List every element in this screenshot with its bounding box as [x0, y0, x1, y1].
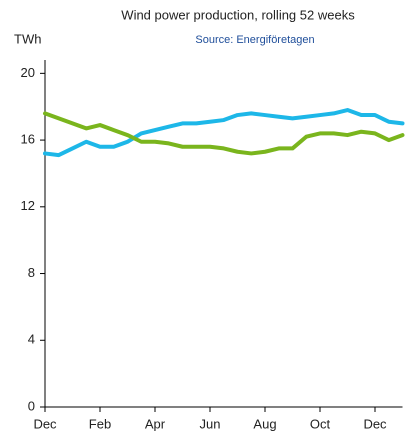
y-tick-label: 16 [21, 132, 35, 147]
data-line [43, 108, 405, 158]
x-tick-label: Dec [33, 416, 57, 431]
x-tick-label: Feb [89, 416, 111, 431]
x-tick-label: Aug [253, 416, 276, 431]
y-tick-label: 20 [21, 65, 35, 80]
x-tick-label: Jun [200, 416, 221, 431]
y-tick-label: 0 [28, 398, 35, 413]
x-tick-label: Dec [363, 416, 387, 431]
y-tick-label: 4 [28, 332, 35, 347]
y-tick-label: 8 [28, 265, 35, 280]
y-axis-label: TWh [14, 31, 41, 46]
x-tick-label: Oct [310, 416, 331, 431]
y-tick-label: 12 [21, 198, 35, 213]
x-tick-label: Apr [145, 416, 166, 431]
chart-subtitle: Source: Energiföretagen [195, 34, 314, 46]
chart-title: Wind power production, rolling 52 weeks [121, 7, 355, 22]
data-line [43, 111, 405, 156]
